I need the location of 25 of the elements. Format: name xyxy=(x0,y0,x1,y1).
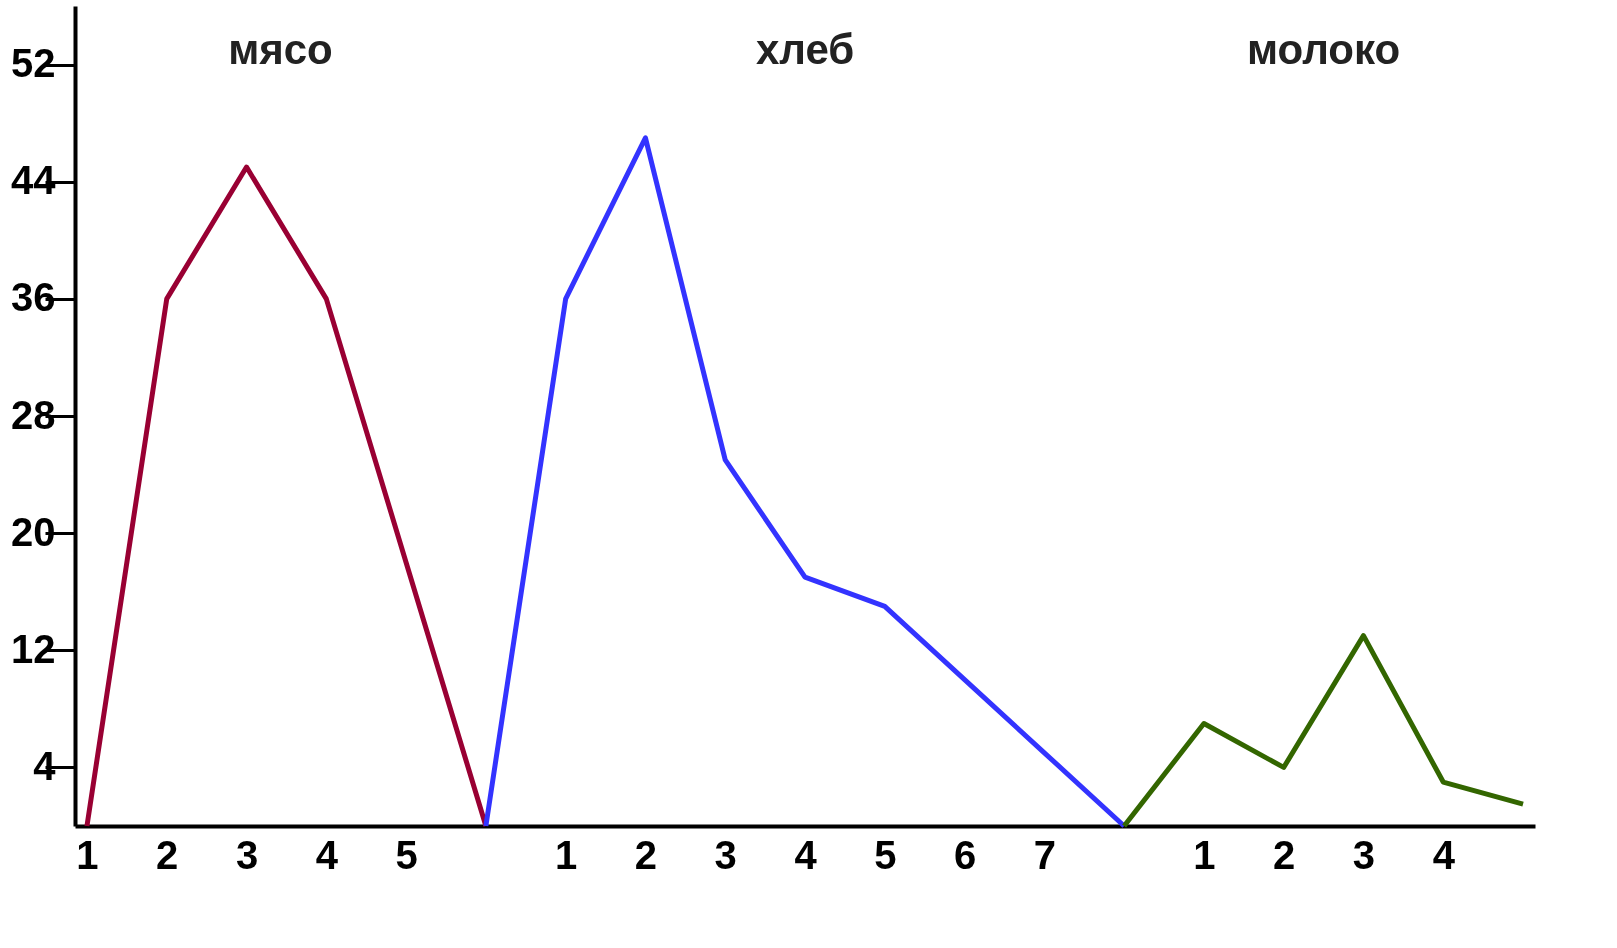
x-tick-label: 4 xyxy=(794,832,818,877)
x-tick-label: 4 xyxy=(315,832,339,877)
x-tick-label: 3 xyxy=(1352,832,1376,877)
annotation: молоко xyxy=(1247,26,1401,73)
x-tick-label: 7 xyxy=(1033,832,1056,877)
annotation: мясо xyxy=(228,26,333,73)
y-tick-label: 28 xyxy=(11,392,56,437)
x-tick-label: 5 xyxy=(395,832,418,877)
y-tick-label: 44 xyxy=(11,158,57,203)
x-tick-label: 5 xyxy=(874,832,897,877)
y-tick-label: 36 xyxy=(11,275,56,320)
x-tick-label: 1 xyxy=(555,832,578,877)
x-tick-label: 1 xyxy=(1193,832,1216,877)
y-tick-label: 12 xyxy=(11,626,56,671)
y-tick-label: 20 xyxy=(11,509,56,554)
x-tick-label: 2 xyxy=(634,832,658,877)
x-tick-label: 4 xyxy=(1432,832,1456,877)
x-tick-label: 2 xyxy=(156,832,179,877)
x-tick-label: 3 xyxy=(235,832,259,877)
y-tick-label: 52 xyxy=(11,41,56,86)
x-tick-label: 1 xyxy=(76,832,99,877)
x-tick-label: 2 xyxy=(1273,832,1296,877)
annotation: хлеб xyxy=(755,26,855,73)
x-tick-label: 3 xyxy=(714,832,737,877)
x-tick-label: 6 xyxy=(953,832,977,877)
